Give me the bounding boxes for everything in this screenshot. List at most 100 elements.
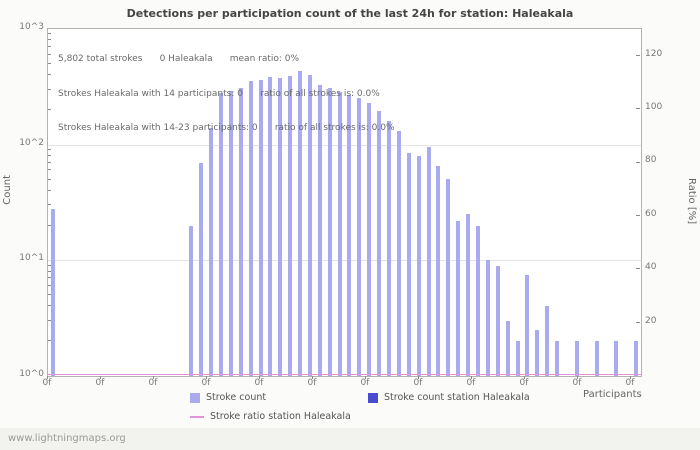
- stroke-count-bar: [495, 266, 500, 376]
- minor-tick: [48, 53, 51, 55]
- stroke-count-bar: [228, 91, 233, 376]
- stroke-count-bar: [446, 179, 451, 376]
- x-tick: [471, 376, 472, 379]
- stroke-count-bar: [219, 93, 223, 376]
- stroke-count-bar: [634, 341, 639, 376]
- stroke-count-swatch: [190, 392, 200, 403]
- minor-tick: [48, 149, 51, 150]
- x-tick: [206, 376, 207, 379]
- legend-item-station-ratio: Stroke ratio station Haleakala: [190, 411, 351, 422]
- stroke-count-bar: [594, 341, 599, 376]
- stroke-count-bar: [278, 78, 283, 376]
- chart-annotations: 5,802 total strokes 0 Haleakala mean rat…: [58, 31, 395, 158]
- stroke-count-bar: [515, 341, 520, 376]
- watermark-bar: [0, 428, 700, 450]
- gridline: [48, 260, 641, 261]
- y-axis-tick-label: 10^3: [19, 22, 44, 32]
- y-axis-tick-label: 10^2: [19, 137, 44, 148]
- stroke-count-bar: [258, 80, 263, 376]
- station-count-swatch: [368, 392, 378, 403]
- right-tick: [636, 268, 640, 270]
- stroke-count-bar: [367, 103, 372, 376]
- annotation-line-totals: 5,802 total strokes 0 Haleakala mean rat…: [58, 54, 300, 64]
- legend-item-station-count: Stroke count station Haleakala: [368, 392, 530, 403]
- stroke-count-bar: [426, 147, 431, 376]
- minor-tick: [48, 305, 51, 307]
- stroke-count-bar: [387, 121, 391, 376]
- right-tick: [636, 214, 640, 216]
- right-tick: [636, 108, 640, 110]
- x-axis-tick-label: 0f: [148, 378, 158, 388]
- legend-label-station-count: Stroke count station Haleakala: [384, 392, 530, 403]
- stroke-count-bar: [377, 111, 382, 376]
- station-ratio-swatch: [190, 415, 204, 418]
- minor-tick: [48, 39, 51, 41]
- stroke-count-bar: [189, 226, 194, 376]
- ratio-axis-tick-label: 60: [645, 208, 657, 219]
- stroke-count-bar: [307, 75, 312, 376]
- right-tick: [636, 54, 640, 56]
- x-axis-tick-label: 0f: [360, 378, 370, 388]
- x-tick: [100, 376, 101, 379]
- y-axis-tick-label: 10^0: [19, 369, 44, 379]
- stroke-count-bar: [298, 71, 302, 376]
- minor-tick: [48, 161, 51, 163]
- stroke-count-bar: [327, 88, 332, 376]
- stroke-count-bar: [357, 98, 362, 376]
- stroke-count-bar: [456, 221, 461, 376]
- ratio-axis-tick-label: 20: [645, 315, 657, 326]
- stroke-count-bar: [466, 214, 470, 376]
- ratio-axis-tick-label: 120: [645, 48, 663, 59]
- x-tick: [259, 376, 260, 379]
- minor-tick: [48, 264, 51, 266]
- x-axis-tick-label: 0f: [42, 378, 52, 388]
- minor-tick: [48, 270, 51, 272]
- ratio-axis-tick-label: 40: [645, 262, 657, 273]
- x-tick: [312, 376, 313, 379]
- stroke-count-bar: [545, 306, 550, 376]
- minor-tick: [48, 340, 51, 342]
- x-axis-tick-label: 0f: [254, 378, 264, 388]
- minor-tick: [48, 204, 51, 206]
- legend-item-stroke-count: Stroke count: [190, 392, 266, 403]
- stroke-count-bar: [574, 341, 579, 376]
- x-axis-label: Participants: [583, 389, 642, 400]
- stroke-count-bar: [475, 226, 480, 376]
- annotation-line-14-23: Strokes Haleakala with 14-23 participant…: [58, 123, 395, 133]
- stroke-count-bar: [614, 341, 619, 376]
- minor-tick: [48, 294, 51, 296]
- stroke-count-bar: [238, 88, 243, 376]
- x-tick: [418, 376, 419, 379]
- stroke-count-bar: [416, 156, 421, 376]
- x-axis-tick-label: 0f: [572, 378, 582, 388]
- stroke-count-bar: [317, 85, 322, 376]
- minor-tick: [48, 319, 51, 321]
- stroke-count-bar: [199, 163, 204, 376]
- stroke-ratio-line: [48, 374, 641, 375]
- minor-tick: [48, 88, 51, 90]
- ratio-axis-tick-label: 80: [645, 155, 657, 166]
- minor-tick: [48, 62, 51, 64]
- minor-tick: [48, 154, 51, 156]
- watermark: www.lightningmaps.org: [8, 433, 126, 444]
- x-axis-tick-label: 0f: [201, 378, 211, 388]
- stroke-count-bar: [209, 128, 214, 376]
- stroke-count-bar: [406, 153, 411, 376]
- stroke-count-bar: [505, 321, 510, 376]
- minor-tick: [48, 169, 51, 171]
- x-tick: [577, 376, 578, 379]
- x-axis-tick-label: 0f: [413, 378, 423, 388]
- ratio-axis-tick-label: 100: [645, 102, 663, 113]
- x-tick: [630, 376, 631, 379]
- stroke-count-bar: [248, 81, 253, 376]
- minor-tick: [48, 108, 51, 110]
- minor-tick: [48, 189, 51, 191]
- minor-tick: [48, 74, 51, 75]
- legend-label-stroke-count: Stroke count: [206, 392, 267, 403]
- gridline: [48, 145, 641, 146]
- y-axis-label-left: Count: [2, 175, 13, 205]
- x-axis-tick-label: 0f: [95, 378, 105, 388]
- x-tick: [524, 376, 525, 379]
- y-axis-tick-label: 10^1: [19, 253, 44, 264]
